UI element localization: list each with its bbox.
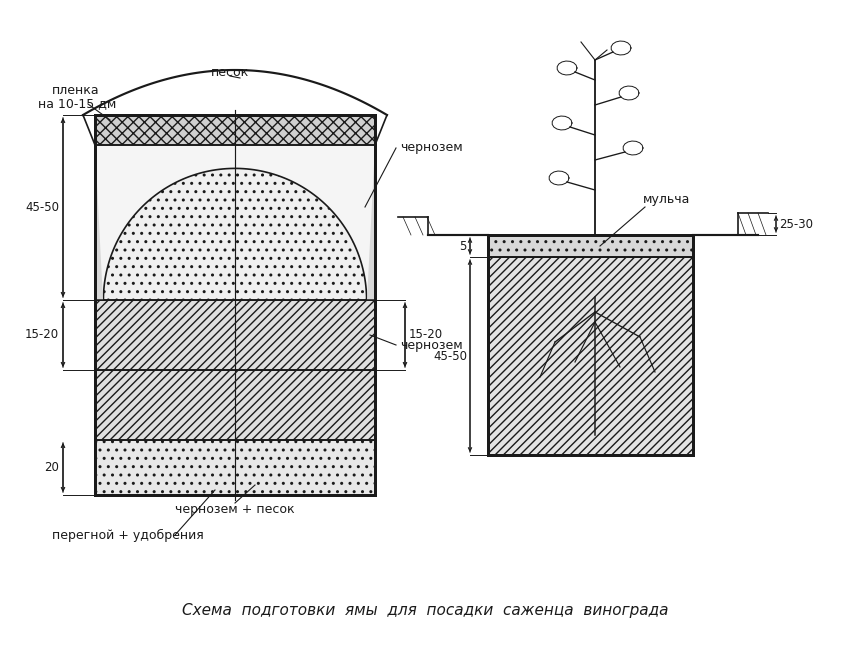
Text: 45-50: 45-50 <box>433 350 467 363</box>
Text: на 10-15 дм: на 10-15 дм <box>38 98 117 111</box>
Text: мульча: мульча <box>643 194 690 207</box>
Bar <box>488 235 693 455</box>
Bar <box>95 115 375 495</box>
Text: песок: песок <box>211 66 249 79</box>
Text: 15-20: 15-20 <box>25 328 59 341</box>
Text: перегной + удобрения: перегной + удобрения <box>52 528 203 541</box>
Bar <box>95 440 375 495</box>
Polygon shape <box>367 145 375 300</box>
Text: 25-30: 25-30 <box>779 218 813 231</box>
Text: пленка: пленка <box>52 83 100 96</box>
Bar <box>95 370 375 440</box>
Polygon shape <box>95 145 104 300</box>
Bar <box>95 300 375 370</box>
Text: чернозем + песок: чернозем + песок <box>175 504 294 517</box>
Text: чернозем: чернозем <box>400 339 463 352</box>
Polygon shape <box>97 168 373 300</box>
Text: 15-20: 15-20 <box>409 328 443 341</box>
Bar <box>488 257 693 455</box>
Bar <box>95 115 375 145</box>
Bar <box>95 145 375 300</box>
Text: Схема  подготовки  ямы  для  посадки  саженца  винограда: Схема подготовки ямы для посадки саженца… <box>182 603 669 618</box>
Text: 20: 20 <box>44 461 59 474</box>
Text: чернозем: чернозем <box>400 142 463 155</box>
Text: 45-50: 45-50 <box>25 201 59 214</box>
Text: 5: 5 <box>460 239 467 252</box>
Bar <box>488 235 693 257</box>
